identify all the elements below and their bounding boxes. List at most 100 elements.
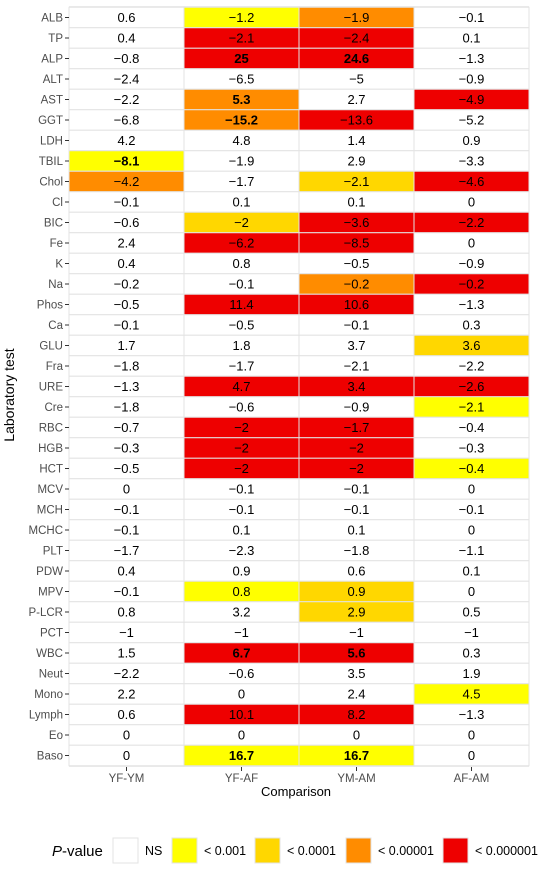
cell-value-label: −0.4: [459, 461, 485, 476]
cell-value-label: −13.6: [340, 113, 373, 128]
legend-label: NS: [145, 844, 162, 858]
cell-value-label: −4.2: [114, 174, 140, 189]
cell-value-label: −0.2: [114, 277, 140, 292]
cell-value-label: −2.4: [114, 72, 140, 87]
cell-value-label: −2.1: [344, 174, 370, 189]
cell-value-label: 0.4: [117, 256, 135, 271]
cell-value-label: −0.7: [114, 420, 140, 435]
cell-value-label: −0.1: [114, 195, 140, 210]
cell-value-label: 0.1: [232, 195, 250, 210]
y-tick-label: HGB: [38, 443, 63, 455]
cell-value-label: −2.3: [229, 543, 255, 558]
cell-value-label: −2: [234, 441, 249, 456]
y-tick-label: GGT: [38, 115, 63, 127]
cell-value-label: 3.7: [347, 338, 365, 353]
x-tick-label: YF-AF: [225, 773, 258, 785]
cell-value-label: 11.4: [229, 297, 253, 312]
cell-value-label: −2: [234, 461, 249, 476]
cell-value-label: −1: [234, 625, 249, 640]
cell-value-label: −0.1: [344, 318, 370, 333]
cell-value-label: −6.2: [229, 236, 255, 251]
cell-value-label: 0: [468, 236, 475, 251]
cell-value-label: 1.8: [232, 338, 250, 353]
y-tick-label: Mono: [34, 689, 63, 701]
y-tick-label: RBC: [39, 423, 63, 435]
cell-value-label: 6.7: [232, 646, 250, 661]
y-tick-label: TBIL: [39, 156, 64, 168]
cell-value-label: 0: [123, 728, 130, 743]
cell-value-label: 0.8: [232, 584, 250, 599]
cell-value-label: −0.9: [344, 400, 370, 415]
cell-value-label: −1: [349, 625, 364, 640]
cell-value-label: −3.3: [459, 154, 485, 169]
cell-value-label: 0: [238, 728, 245, 743]
cell-value-label: 4.8: [232, 133, 250, 148]
cell-value-label: 0.9: [232, 564, 250, 579]
y-tick-label: WBC: [36, 648, 63, 660]
legend-key: [112, 837, 139, 864]
cell-value-label: −0.1: [229, 277, 255, 292]
cell-value-label: −1.8: [114, 400, 140, 415]
y-tick-label: AST: [41, 95, 63, 107]
cell-value-label: −0.1: [114, 584, 140, 599]
cell-value-label: 3.4: [347, 379, 365, 394]
cell-value-label: −0.1: [459, 502, 485, 517]
y-tick-label: Baso: [37, 751, 63, 763]
legend-key: [345, 837, 372, 864]
cell-value-label: −0.9: [459, 256, 485, 271]
cell-value-label: 3.5: [347, 666, 365, 681]
y-tick-label: Cre: [44, 402, 63, 414]
cell-value-label: 0.6: [117, 10, 135, 25]
cell-value-label: −1.9: [344, 10, 370, 25]
cell-value-label: 2.9: [347, 154, 365, 169]
legend-key: [171, 837, 198, 864]
cell-value-label: 0: [123, 482, 130, 497]
x-tick-label: YM-AM: [337, 773, 375, 785]
cell-value-label: 0.1: [347, 195, 365, 210]
cell-value-label: −2.6: [459, 379, 485, 394]
cell-value-label: −1.7: [229, 359, 255, 374]
y-tick-label: MCV: [37, 484, 63, 496]
y-tick-label: MCHC: [29, 525, 64, 537]
cell-value-label: 0.8: [117, 605, 135, 620]
legend-label: < 0.000001: [475, 844, 538, 858]
cell-value-label: −1: [119, 625, 134, 640]
cell-value-label: 1.9: [462, 666, 480, 681]
cell-value-label: 8.2: [347, 707, 365, 722]
cell-value-label: 0.1: [462, 31, 480, 46]
cell-value-label: 0: [238, 687, 245, 702]
y-tick-label: ALB: [41, 13, 63, 25]
y-tick-label: Na: [48, 279, 63, 291]
cell-value-label: −0.2: [344, 277, 370, 292]
x-tick-label: AF-AM: [454, 773, 490, 785]
cell-value-label: 5.3: [232, 92, 250, 107]
cell-value-label: −1.7: [344, 420, 370, 435]
cell-value-label: −2.2: [114, 666, 140, 681]
y-tick-label: LDH: [40, 136, 63, 148]
cell-value-label: 0: [353, 728, 360, 743]
legend-title: P-value: [52, 843, 103, 860]
cell-value-label: −5: [349, 72, 364, 87]
cell-value-label: 0: [123, 748, 130, 763]
cell-value-label: −6.5: [229, 72, 255, 87]
y-tick-label: URE: [39, 382, 64, 394]
y-axis: ALB TP ALP ALT AST GGT LDH TBIL Chol Cl BIC Fe K Na Ph…: [28, 13, 69, 763]
cell-value-label: 0.5: [462, 605, 480, 620]
cell-value-label: −8.1: [114, 154, 140, 169]
y-tick-label: Phos: [37, 300, 63, 312]
cell-value-label: 0.9: [462, 133, 480, 148]
cell-value-label: −0.6: [229, 400, 255, 415]
x-axis: YF-YM YF-AF YM-AM AF-AM: [109, 767, 490, 785]
heatmap-cell: [413, 744, 530, 767]
cell-value-label: −1: [464, 625, 479, 640]
cell-value-label: 0.6: [347, 564, 365, 579]
cell-value-label: −0.5: [344, 256, 370, 271]
y-tick-label: MPV: [38, 587, 63, 599]
y-tick-label: GLU: [39, 341, 63, 353]
cell-value-label: 16.7: [344, 748, 369, 763]
y-tick-label: ALT: [43, 74, 63, 86]
cell-value-label: 0.4: [117, 31, 135, 46]
cell-value-label: 10.6: [344, 297, 369, 312]
legend-key: [254, 837, 281, 864]
cell-value-label: 0.3: [462, 646, 480, 661]
